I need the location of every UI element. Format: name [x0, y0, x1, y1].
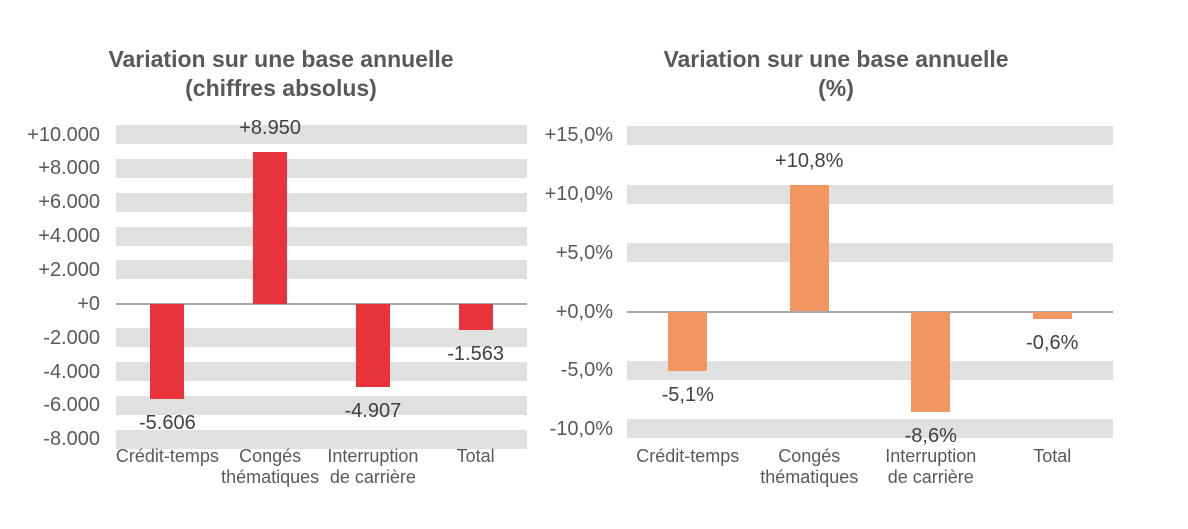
gridline-stripe	[627, 125, 1113, 145]
x-axis-category-label: Interruption	[327, 446, 419, 466]
gridline-stripe	[116, 429, 527, 449]
category-axis-line	[627, 310, 1113, 313]
gridline-stripe	[627, 360, 1113, 380]
gridline-stripe	[116, 260, 527, 280]
x-axis-category-label: Interruption	[885, 446, 977, 466]
y-axis-tick-label: +2.000	[38, 258, 100, 281]
y-axis-tick-label: +10.000	[27, 123, 100, 146]
x-axis-category-label: Congés	[239, 446, 302, 466]
gridline-stripe	[116, 395, 527, 415]
bar-value-label: -5.606	[139, 411, 196, 434]
x-axis-category-label: thématiques	[221, 467, 320, 487]
chart-title-absolute: Variation sur une base annuelle (chiffre…	[31, 45, 531, 103]
chart-title-line2: (chiffres absolus)	[185, 75, 377, 101]
bar-value-label: -0,6%	[1026, 331, 1079, 354]
y-axis-tick-label: +15,0%	[544, 124, 613, 147]
gridline-stripe	[627, 243, 1113, 263]
y-axis-tick-label: +0,0%	[555, 300, 613, 323]
gridline-stripe	[116, 362, 527, 381]
gridline-stripe	[116, 226, 527, 246]
bar-3	[911, 311, 951, 413]
y-axis-tick-label: -5,0%	[560, 359, 613, 382]
bar-3	[355, 303, 390, 387]
bar-1	[668, 311, 708, 372]
bar-value-label: +8.950	[239, 117, 301, 140]
gridline-stripe	[116, 158, 527, 178]
y-axis-tick-label: -6.000	[43, 394, 100, 417]
y-axis-tick-label: +0	[77, 292, 100, 315]
y-axis-tick-label: -2.000	[43, 326, 100, 349]
bar-4	[1032, 311, 1072, 319]
gridline-stripe	[627, 419, 1113, 439]
chart-title-line1: Variation sur une base annuelle	[108, 46, 454, 72]
x-axis-category-label: Total	[456, 446, 495, 466]
bar-1	[150, 303, 185, 399]
chart-title-line1: Variation sur une base annuelle	[663, 46, 1009, 72]
bar-value-label: -4.907	[344, 399, 402, 422]
bar-2	[253, 152, 288, 304]
x-axis-category-label: de carrière	[887, 467, 974, 487]
x-axis-category-label: Congés	[778, 446, 841, 466]
bar-4	[458, 303, 493, 331]
x-axis-category-label: Total	[1033, 446, 1072, 466]
bar-value-label: -5,1%	[661, 384, 714, 407]
x-axis-category-label: de carrière	[329, 467, 416, 487]
bar-2	[789, 184, 829, 312]
y-axis-tick-label: +6.000	[38, 191, 100, 214]
y-axis-tick-label: +5,0%	[555, 241, 613, 264]
y-axis-tick-label: +10,0%	[544, 183, 613, 206]
category-axis-line	[116, 302, 527, 305]
bar-value-label: +10,8%	[775, 149, 844, 172]
chart-title-percent: Variation sur une base annuelle (%)	[586, 45, 1086, 103]
x-axis-category-label: Crédit-temps	[115, 446, 219, 466]
gridline-stripe	[116, 125, 527, 145]
y-axis-tick-label: -8.000	[43, 428, 100, 451]
x-axis-category-label: thématiques	[760, 467, 859, 487]
y-axis-tick-label: +8.000	[38, 157, 100, 180]
y-axis-tick-label: -4.000	[43, 360, 100, 383]
bar-value-label: -8,6%	[904, 425, 957, 448]
y-axis-tick-label: +4.000	[38, 225, 100, 248]
gridline-stripe	[627, 184, 1113, 204]
y-axis-tick-label: -10,0%	[549, 417, 613, 440]
gridline-stripe	[116, 328, 527, 348]
chart-title-line2: (%)	[818, 75, 854, 101]
gridline-stripe	[116, 192, 527, 212]
bar-value-label: -1.563	[447, 343, 504, 366]
x-axis-category-label: Crédit-temps	[636, 446, 740, 466]
